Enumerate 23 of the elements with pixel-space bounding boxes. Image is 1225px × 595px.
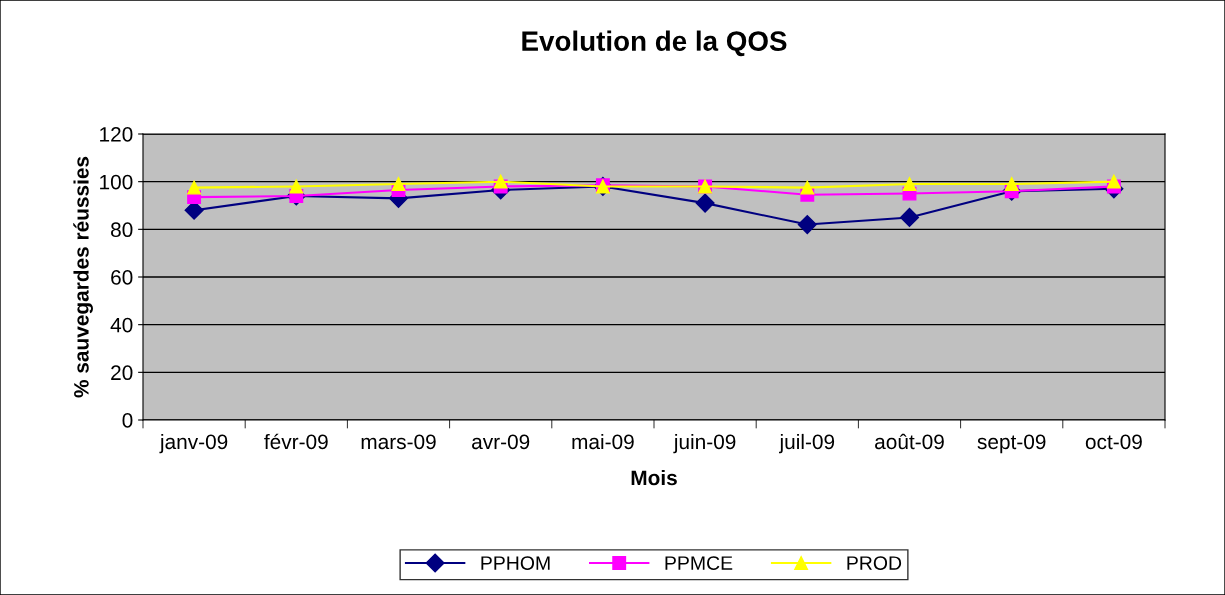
chart-title: Evolution de la QOS — [522, 30, 787, 57]
x-tick-label: juil-09 — [779, 433, 835, 454]
x-tick-label: juin-09 — [673, 433, 736, 454]
x-tick-label: janv-09 — [159, 433, 228, 454]
legend-label: PROD — [847, 556, 902, 570]
x-tick-label: avr-09 — [472, 434, 530, 450]
legend-label: PPHOM — [481, 556, 550, 570]
y-tick-label: 0 — [122, 413, 133, 428]
y-axis-title: % sauvegardes réussies — [73, 156, 93, 398]
x-tick-label: oct-09 — [1085, 434, 1142, 450]
y-tick-label: 20 — [111, 365, 133, 381]
y-tick-label: 100 — [100, 174, 133, 190]
x-tick-label: mars-09 — [361, 434, 436, 450]
y-tick-label: 120 — [100, 127, 133, 142]
x-tick-label: août-09 — [875, 433, 944, 450]
y-tick-label: 80 — [111, 222, 133, 238]
x-tick-label: mai-09 — [572, 433, 634, 450]
legend-label: PPMCE — [665, 556, 733, 570]
y-tick-label: 60 — [111, 270, 133, 285]
x-tick-label: févr-09 — [264, 433, 328, 450]
x-axis-title: Mois — [631, 469, 677, 486]
x-tick-label: sept-09 — [977, 434, 1046, 454]
y-tick-label: 40 — [110, 317, 133, 333]
